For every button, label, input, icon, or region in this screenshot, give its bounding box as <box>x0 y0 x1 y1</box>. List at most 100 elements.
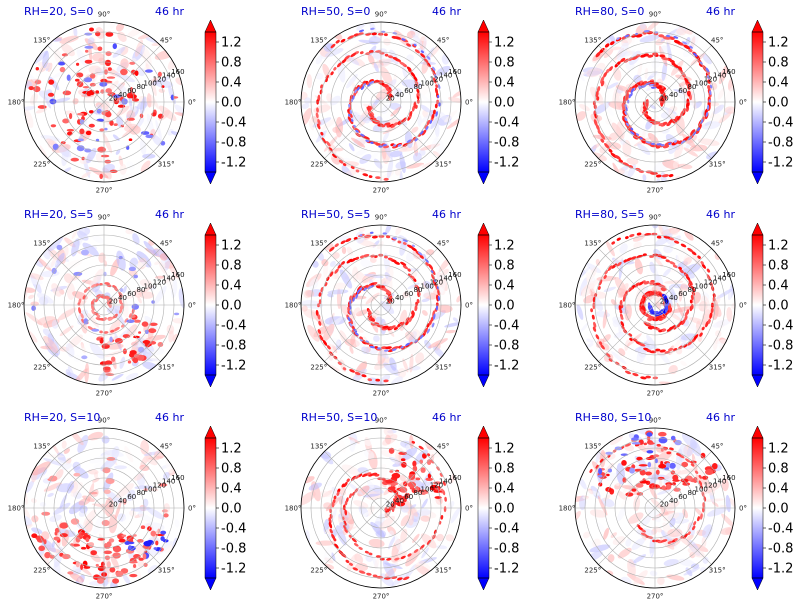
weak-anomaly <box>613 481 620 486</box>
weak-anomaly <box>348 40 366 55</box>
colorbar-tick-label: 0.8 <box>494 259 515 274</box>
weak-anomaly <box>306 74 313 89</box>
convective-cell <box>673 39 681 44</box>
weak-anomaly <box>407 282 420 290</box>
convective-cell <box>334 268 339 274</box>
angle-tick-label: 315° <box>709 161 726 169</box>
convective-cell <box>611 241 616 245</box>
weak-anomaly <box>618 348 626 357</box>
contour-field <box>575 225 735 385</box>
convective-cell <box>435 305 439 311</box>
weak-anomaly <box>685 567 693 577</box>
weak-anomaly <box>331 344 338 354</box>
convective-cell <box>105 478 115 484</box>
angle-tick-label: 90° <box>98 214 110 222</box>
convective-cell <box>402 265 409 270</box>
radial-tick-label: 120 <box>704 76 717 84</box>
convective-cell <box>329 271 334 277</box>
convective-cell <box>391 348 397 351</box>
convective-cell <box>368 50 374 53</box>
convective-cell <box>389 470 394 473</box>
weak-anomaly <box>315 540 336 546</box>
convective-cell <box>109 567 116 573</box>
weak-anomaly <box>687 547 705 558</box>
weak-anomaly <box>145 334 166 342</box>
convective-cell <box>689 299 693 304</box>
weak-anomaly <box>124 446 134 463</box>
weak-anomaly <box>578 103 590 112</box>
convective-cell <box>75 536 81 543</box>
convective-cell <box>431 113 435 119</box>
convective-cell <box>401 38 406 41</box>
convective-cell <box>400 555 406 560</box>
convective-cell <box>699 332 703 337</box>
colorbar-extend-max <box>477 425 490 439</box>
convective-cell <box>609 41 615 46</box>
convective-cell <box>368 175 373 179</box>
weak-anomaly <box>326 479 333 487</box>
weak-anomaly <box>155 119 163 141</box>
weak-anomaly <box>635 283 646 303</box>
weak-anomaly <box>420 515 431 522</box>
colorbar-tick-label: -0.4 <box>494 522 519 537</box>
weak-anomaly <box>683 147 699 157</box>
weak-anomaly <box>671 306 693 313</box>
colorbar-extend-min <box>751 171 764 185</box>
convective-cell <box>648 442 655 445</box>
panel-time-label: 46 hr <box>155 5 184 18</box>
weak-anomaly <box>602 99 614 117</box>
radial-tick-label: 80 <box>688 286 697 294</box>
convective-cell <box>131 303 139 310</box>
weak-anomaly <box>603 49 614 59</box>
convective-cell <box>315 112 319 119</box>
convective-cell <box>88 89 95 96</box>
weak-anomaly <box>159 253 168 261</box>
colorbar-tick-label: -1.2 <box>768 562 793 577</box>
weak-anomaly <box>143 106 148 115</box>
weak-anomaly <box>677 163 693 170</box>
angle-tick-label: 135° <box>310 36 327 44</box>
angle-tick-label: 180° <box>559 505 576 513</box>
convective-cell <box>87 326 94 331</box>
convective-cell <box>369 81 375 85</box>
convective-cell <box>101 519 110 527</box>
colorbar-tick-label: 0.8 <box>221 259 242 274</box>
convective-cell <box>420 50 424 54</box>
convective-cell <box>362 254 370 258</box>
convective-cell <box>412 244 415 248</box>
weak-anomaly <box>339 269 353 289</box>
weak-anomaly <box>57 307 77 321</box>
angular-gridline <box>103 248 161 306</box>
weak-anomaly <box>75 563 92 576</box>
weak-anomaly <box>704 121 712 126</box>
convective-cell <box>670 435 676 441</box>
convective-cell <box>143 488 148 492</box>
weak-anomaly <box>28 294 35 300</box>
convective-cell <box>659 349 666 353</box>
convective-cell <box>635 34 643 38</box>
weak-anomaly <box>387 158 394 179</box>
convective-cell <box>346 478 350 483</box>
convective-cell <box>433 77 437 84</box>
convective-cell <box>672 264 678 269</box>
convective-cell <box>409 110 413 117</box>
convective-cell <box>370 322 376 326</box>
convective-cell <box>407 481 416 488</box>
convective-cell <box>662 144 670 149</box>
weak-anomaly <box>647 132 659 144</box>
weak-anomaly <box>588 333 596 341</box>
convective-cell <box>628 287 632 292</box>
convective-cell <box>433 313 436 320</box>
colorbar-tick-label: -1.2 <box>221 156 246 171</box>
angle-tick-label: 225° <box>310 161 327 169</box>
weak-anomaly <box>43 335 59 354</box>
weak-anomaly <box>65 343 75 358</box>
convective-cell <box>656 327 660 331</box>
convective-cell <box>84 59 93 64</box>
convective-cell <box>605 352 611 358</box>
convective-cell <box>680 140 686 144</box>
weak-anomaly <box>613 67 622 81</box>
convective-cell <box>141 131 150 135</box>
convective-cell <box>625 92 630 101</box>
convective-cell <box>103 550 112 555</box>
